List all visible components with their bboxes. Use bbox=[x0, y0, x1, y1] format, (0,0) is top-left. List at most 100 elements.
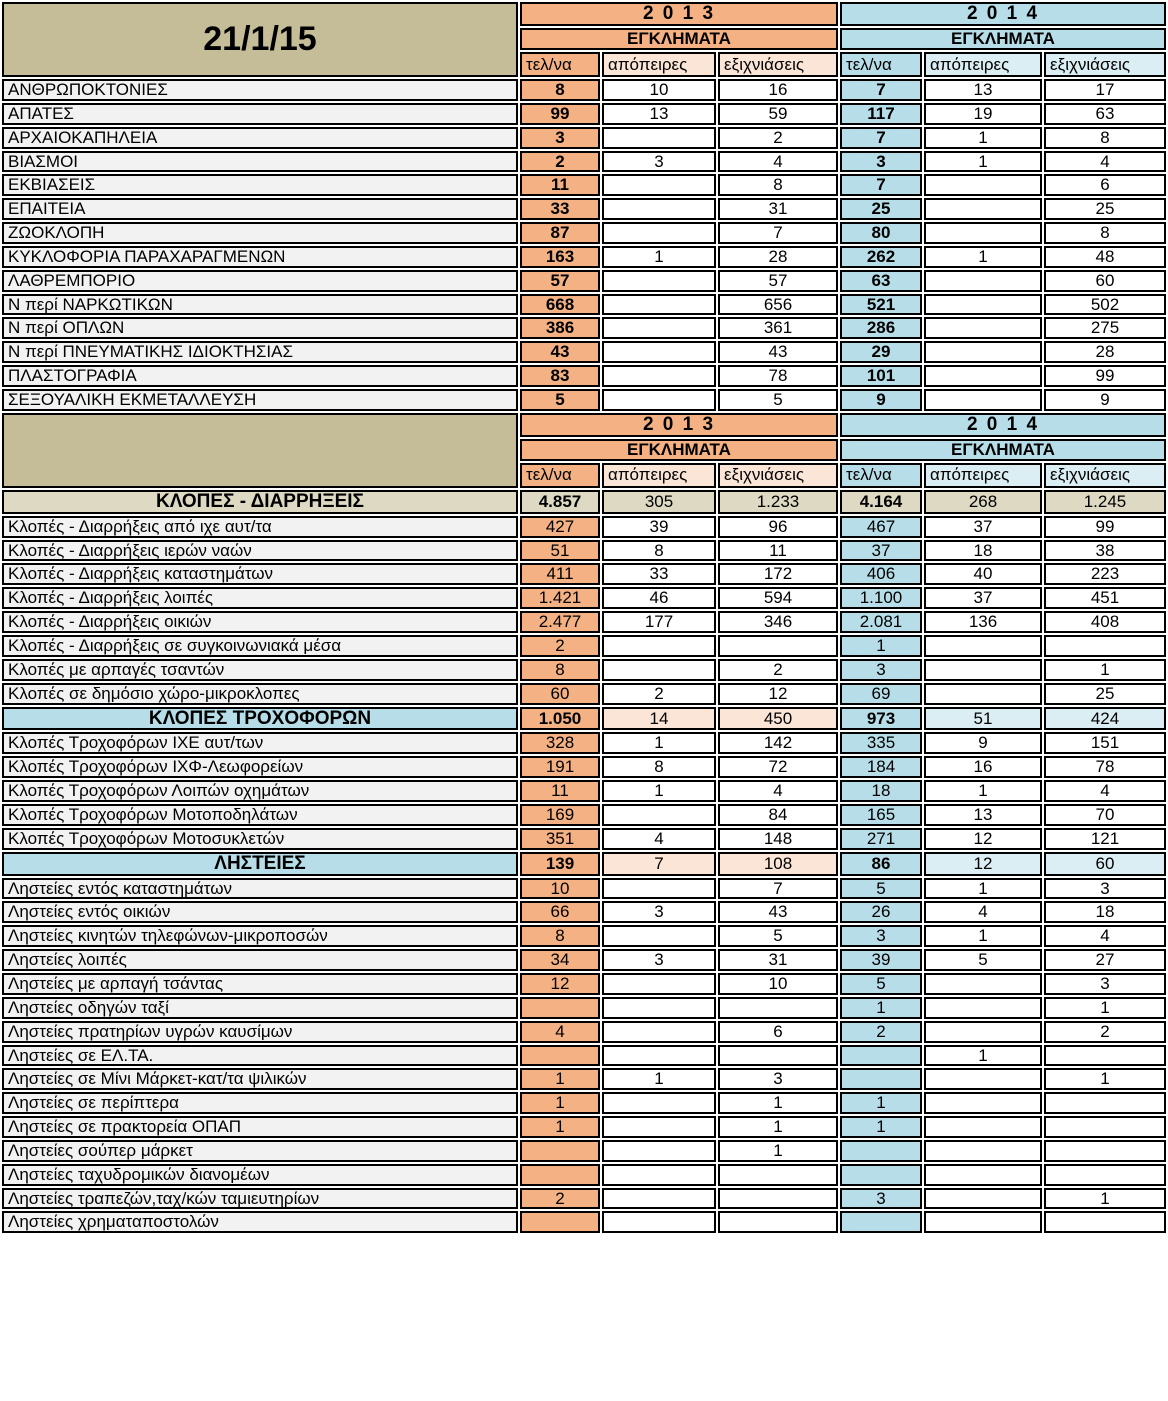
value-cell: 1 bbox=[602, 780, 716, 802]
value-cell: 3 bbox=[840, 1187, 922, 1210]
value-cell bbox=[924, 269, 1042, 292]
crime-row: Ληστείες σε ΕΛ.ΤΑ. 1 bbox=[2, 1044, 1166, 1067]
crime-row: Κλοπές Τροχοφόρων Μοτοσυκλετών 351 4 148 271… bbox=[2, 827, 1166, 850]
value-cell: 78 bbox=[718, 365, 838, 387]
value-cell: 361 bbox=[718, 317, 838, 340]
value-cell: 83 bbox=[520, 365, 600, 387]
value-cell: 7 bbox=[840, 174, 922, 197]
group-value-cell: 108 bbox=[718, 851, 838, 876]
value-cell: 1 bbox=[924, 126, 1042, 149]
value-cell: 223 bbox=[1044, 563, 1166, 586]
crime-label-cell: ΑΠΑΤΕΣ bbox=[2, 102, 518, 125]
value-cell: 328 bbox=[520, 732, 600, 755]
crime-row: Ληστείες εντός οικιών 66 3 43 26 4 18 bbox=[2, 901, 1166, 924]
value-cell: 351 bbox=[520, 827, 600, 850]
value-cell: 18 bbox=[924, 539, 1042, 562]
value-cell: 72 bbox=[718, 756, 838, 779]
value-cell: 1 bbox=[520, 1068, 600, 1091]
value-cell: 286 bbox=[840, 317, 922, 340]
group-value-cell: 14 bbox=[602, 706, 716, 731]
col-2014-solved-header: εξιχνιάσεις bbox=[1044, 52, 1166, 77]
value-cell: 8 bbox=[602, 539, 716, 562]
value-cell: 406 bbox=[840, 563, 922, 586]
value-cell: 1 bbox=[718, 1092, 838, 1115]
value-cell: 467 bbox=[840, 515, 922, 538]
value-cell: 2 bbox=[1044, 1020, 1166, 1043]
year-2013-header: 2 0 1 3 bbox=[520, 2, 838, 26]
value-cell bbox=[840, 1139, 922, 1162]
value-cell: 335 bbox=[840, 732, 922, 755]
value-cell bbox=[602, 198, 716, 221]
value-cell: 5 bbox=[840, 972, 922, 995]
date-cell: 21/1/15 bbox=[2, 2, 518, 77]
value-cell: 4 bbox=[602, 827, 716, 850]
group-value-cell: 4.857 bbox=[520, 489, 600, 514]
value-cell: 191 bbox=[520, 756, 600, 779]
value-cell: 2 bbox=[718, 126, 838, 149]
crime-label-cell: Ν περί ΟΠΛΩΝ bbox=[2, 317, 518, 340]
value-cell: 184 bbox=[840, 756, 922, 779]
value-cell: 11 bbox=[718, 539, 838, 562]
value-cell: 1 bbox=[520, 1092, 600, 1115]
value-cell: 4 bbox=[718, 780, 838, 802]
value-cell bbox=[924, 317, 1042, 340]
value-cell: 1 bbox=[924, 1044, 1042, 1067]
value-cell: 1 bbox=[520, 1116, 600, 1138]
crime-label-cell: Κλοπές Τροχοφόρων Λοιπών οχημάτων bbox=[2, 780, 518, 802]
value-cell bbox=[924, 1187, 1042, 1210]
value-cell: 8 bbox=[520, 79, 600, 101]
value-cell bbox=[602, 174, 716, 197]
value-cell: 3 bbox=[840, 658, 922, 681]
value-cell: 2 bbox=[602, 682, 716, 705]
crime-row: ΕΚΒΙΑΣΕΙΣ 11 8 7 6 bbox=[2, 174, 1166, 197]
value-cell: 1 bbox=[602, 732, 716, 755]
value-cell: 3 bbox=[1044, 972, 1166, 995]
value-cell: 28 bbox=[718, 245, 838, 268]
crime-row: ΑΡΧΑΙΟΚΑΠΗΛΕΙΑ 3 2 7 1 8 bbox=[2, 126, 1166, 149]
value-cell: 1 bbox=[1044, 1187, 1166, 1210]
crime-row: Ληστείες σε πρακτορεία ΟΠΑΠ 1 1 1 bbox=[2, 1116, 1166, 1138]
col-2014-telna-header: τελ/να bbox=[840, 52, 922, 77]
crime-label-cell: Ληστείες σε ΕΛ.ΤΑ. bbox=[2, 1044, 518, 1067]
value-cell: 142 bbox=[718, 732, 838, 755]
value-cell: 3 bbox=[602, 150, 716, 173]
col-2013-telna-header: τελ/να bbox=[520, 52, 600, 77]
value-cell bbox=[602, 388, 716, 411]
crime-label-cell: Ληστείες πρατηρίων υγρών καυσίμων bbox=[2, 1020, 518, 1043]
value-cell: 18 bbox=[1044, 901, 1166, 924]
value-cell: 60 bbox=[520, 682, 600, 705]
value-cell: 17 bbox=[1044, 79, 1166, 101]
crime-row: ΛΑΘΡΕΜΠΟΡΙΟ 57 57 63 60 bbox=[2, 269, 1166, 292]
crime-row: Ληστείες χρηματαποστολών bbox=[2, 1211, 1166, 1234]
value-cell: 594 bbox=[718, 587, 838, 610]
value-cell: 70 bbox=[1044, 803, 1166, 826]
crime-label-cell: Κλοπές - Διαρρήξεις σε συγκοινωνιακά μέσ… bbox=[2, 634, 518, 657]
value-cell: 2 bbox=[520, 634, 600, 657]
value-cell bbox=[924, 293, 1042, 316]
value-cell bbox=[924, 658, 1042, 681]
value-cell: 386 bbox=[520, 317, 600, 340]
value-cell: 31 bbox=[718, 949, 838, 971]
crime-row: Ληστείες με αρπαγή τσάντας 12 10 5 3 bbox=[2, 972, 1166, 995]
value-cell: 7 bbox=[840, 79, 922, 101]
value-cell: 2 bbox=[520, 1187, 600, 1210]
value-cell: 16 bbox=[718, 79, 838, 101]
value-cell: 78 bbox=[1044, 756, 1166, 779]
value-cell: 1 bbox=[924, 925, 1042, 948]
value-cell: 3 bbox=[602, 901, 716, 924]
value-cell bbox=[602, 1211, 716, 1234]
crime-row: ΕΠΑΙΤΕΙΑ 33 31 25 25 bbox=[2, 198, 1166, 221]
value-cell bbox=[602, 972, 716, 995]
crime-label-cell: ΛΑΘΡΕΜΠΟΡΙΟ bbox=[2, 269, 518, 292]
value-cell: 4 bbox=[1044, 925, 1166, 948]
col-2014-attempts-header: απόπειρες bbox=[924, 462, 1042, 488]
value-cell: 43 bbox=[718, 341, 838, 364]
value-cell: 169 bbox=[520, 803, 600, 826]
value-cell bbox=[924, 1092, 1042, 1115]
crime-label-cell: ΒΙΑΣΜΟΙ bbox=[2, 150, 518, 173]
value-cell: 99 bbox=[1044, 365, 1166, 387]
crime-label-cell: Κλοπές σε δημόσιο χώρο-μικροκλοπες bbox=[2, 682, 518, 705]
value-cell: 1 bbox=[602, 245, 716, 268]
value-cell bbox=[924, 1211, 1042, 1234]
